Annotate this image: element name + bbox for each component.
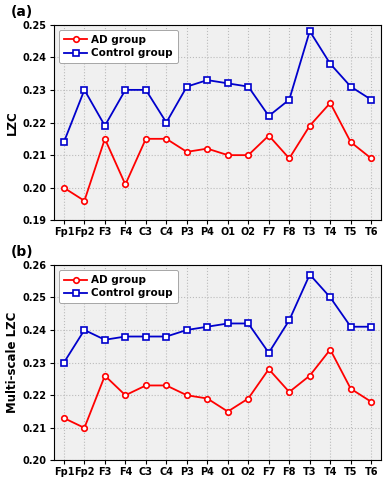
AD group xyxy=(369,399,373,405)
Control group xyxy=(62,360,66,366)
Control group xyxy=(226,321,230,327)
Control group xyxy=(328,295,332,300)
Text: (a): (a) xyxy=(11,5,33,19)
Control group xyxy=(185,327,189,333)
AD group xyxy=(185,149,189,155)
AD group xyxy=(62,185,66,191)
AD group xyxy=(185,392,189,398)
AD group xyxy=(164,383,169,388)
Line: Control group: Control group xyxy=(61,28,374,145)
AD group xyxy=(328,347,332,353)
Control group xyxy=(328,61,332,67)
Control group xyxy=(307,271,312,277)
AD group xyxy=(62,415,66,421)
Control group xyxy=(144,87,148,93)
AD group xyxy=(82,425,87,431)
AD group xyxy=(348,139,353,145)
AD group xyxy=(307,373,312,379)
AD group xyxy=(82,198,87,204)
Y-axis label: Multi-scale LZC: Multi-scale LZC xyxy=(5,312,19,413)
Control group xyxy=(226,81,230,86)
Control group xyxy=(266,350,271,355)
Control group xyxy=(164,120,169,126)
Control group xyxy=(103,337,107,342)
AD group xyxy=(144,383,148,388)
AD group xyxy=(205,146,210,152)
Text: (b): (b) xyxy=(11,245,34,259)
AD group xyxy=(164,136,169,142)
Control group xyxy=(287,317,291,323)
Control group xyxy=(348,324,353,329)
Control group xyxy=(266,113,271,119)
AD group xyxy=(226,409,230,414)
AD group xyxy=(266,133,271,139)
Control group xyxy=(246,321,251,327)
Control group xyxy=(287,97,291,102)
Line: AD group: AD group xyxy=(61,347,374,431)
Control group xyxy=(185,84,189,89)
AD group xyxy=(123,182,128,187)
Control group xyxy=(62,139,66,145)
Control group xyxy=(82,327,87,333)
AD group xyxy=(328,100,332,106)
Line: Control group: Control group xyxy=(61,272,374,366)
Control group xyxy=(164,334,169,340)
AD group xyxy=(103,373,107,379)
Control group xyxy=(103,123,107,128)
Control group xyxy=(144,334,148,340)
Control group xyxy=(123,87,128,93)
AD group xyxy=(226,152,230,158)
AD group xyxy=(266,366,271,372)
Control group xyxy=(82,87,87,93)
Control group xyxy=(369,324,373,329)
Control group xyxy=(205,324,210,329)
AD group xyxy=(287,156,291,161)
AD group xyxy=(246,396,251,401)
Control group xyxy=(205,77,210,83)
Legend: AD group, Control group: AD group, Control group xyxy=(59,270,178,303)
AD group xyxy=(348,386,353,392)
AD group xyxy=(123,392,128,398)
AD group xyxy=(205,396,210,401)
AD group xyxy=(246,152,251,158)
Control group xyxy=(348,84,353,89)
Y-axis label: LZC: LZC xyxy=(5,110,19,135)
AD group xyxy=(144,136,148,142)
Control group xyxy=(307,28,312,34)
Control group xyxy=(246,84,251,89)
AD group xyxy=(287,389,291,395)
Control group xyxy=(369,97,373,102)
Legend: AD group, Control group: AD group, Control group xyxy=(59,30,178,63)
Line: AD group: AD group xyxy=(61,100,374,204)
AD group xyxy=(307,123,312,128)
AD group xyxy=(103,136,107,142)
Control group xyxy=(123,334,128,340)
AD group xyxy=(369,156,373,161)
